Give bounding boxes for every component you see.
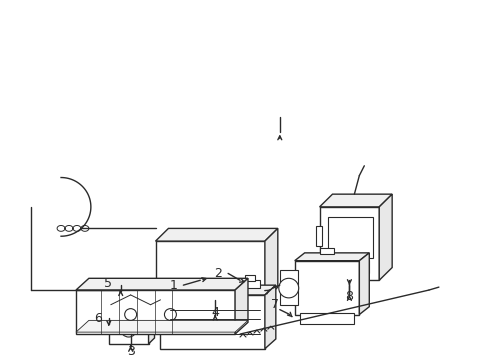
Polygon shape [280,270,298,305]
Circle shape [131,295,145,309]
Polygon shape [300,312,354,324]
Circle shape [279,278,299,298]
Polygon shape [148,309,154,344]
Polygon shape [109,315,148,344]
Text: 3: 3 [127,345,135,358]
Polygon shape [155,284,162,312]
Polygon shape [76,278,248,290]
Text: 1: 1 [170,279,177,292]
Text: 7: 7 [271,298,279,311]
Polygon shape [319,207,379,280]
Text: 2: 2 [214,267,222,280]
Polygon shape [161,295,265,349]
Polygon shape [185,300,240,310]
Polygon shape [332,260,369,273]
Polygon shape [121,284,162,290]
Circle shape [207,311,223,327]
Polygon shape [161,285,276,295]
Text: 4: 4 [211,306,219,319]
Polygon shape [316,226,321,246]
Circle shape [124,325,133,333]
Polygon shape [235,278,248,334]
Polygon shape [265,285,276,349]
Text: 5: 5 [104,277,112,290]
Circle shape [165,309,176,320]
Polygon shape [76,320,248,332]
Polygon shape [155,241,265,300]
Polygon shape [76,290,235,334]
Polygon shape [359,253,369,315]
Polygon shape [121,290,155,312]
Polygon shape [319,248,335,254]
Polygon shape [240,280,260,288]
Circle shape [121,321,137,337]
Polygon shape [155,228,278,241]
Polygon shape [379,194,392,280]
Polygon shape [294,261,359,315]
Text: 6: 6 [94,312,102,325]
Polygon shape [265,228,278,300]
Polygon shape [319,194,392,207]
Polygon shape [109,309,154,315]
Polygon shape [294,253,369,261]
Circle shape [124,309,137,320]
Text: 8: 8 [345,291,353,303]
Polygon shape [245,275,255,281]
Polygon shape [327,217,373,258]
